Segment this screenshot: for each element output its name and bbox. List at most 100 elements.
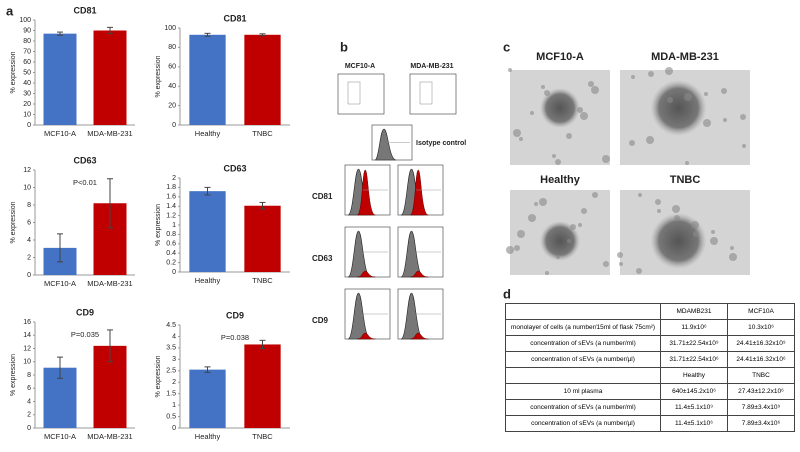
x-tick-label: Healthy: [195, 129, 221, 138]
error-bar: [57, 31, 63, 36]
x-tick-label: Healthy: [195, 276, 221, 285]
y-tick-label: 1: [172, 222, 176, 229]
y-axis-label: % expression: [10, 51, 17, 93]
table-row: monolayer of cells (a number/15ml of fla…: [505, 319, 795, 336]
x-tick-label: TNBC: [252, 276, 273, 285]
speck: [638, 193, 642, 197]
y-tick-label: 80: [23, 38, 31, 45]
speck: [578, 223, 582, 227]
panel-label: b: [340, 39, 348, 54]
y-tick-label: 3.5: [166, 345, 176, 352]
column-header: TNBC: [727, 367, 795, 384]
y-tick-label: 0: [172, 269, 176, 276]
table-cell: 31.71±22.54x10⁶: [660, 351, 728, 368]
y-axis-label: % expression: [10, 354, 17, 396]
speck: [636, 268, 642, 274]
y-tick-label: 6: [27, 385, 31, 392]
speck: [555, 159, 561, 165]
speck: [691, 221, 699, 229]
speck: [581, 208, 587, 214]
gate: [419, 81, 433, 105]
x-tick-label: MDA-MB-231: [87, 279, 132, 288]
bar: [244, 34, 281, 125]
y-axis-label: % expression: [155, 55, 162, 97]
speck: [674, 215, 680, 221]
speck: [566, 133, 572, 139]
y-tick-label: 80: [168, 44, 176, 51]
tem-label: Healthy: [540, 174, 581, 186]
flow-column-label: MCF10-A: [345, 63, 375, 70]
table-cell: 31.71±22.54x10⁹: [660, 335, 728, 352]
y-tick-label: 1.8: [166, 184, 176, 191]
speck: [667, 97, 673, 103]
chart-title: CD81: [73, 5, 96, 15]
y-tick-label: 2: [27, 254, 31, 261]
y-tick-label: 0.2: [166, 259, 176, 266]
x-tick-label: MCF10-A: [44, 432, 76, 441]
y-tick-label: 1.6: [166, 194, 176, 201]
y-tick-label: 2: [27, 412, 31, 419]
annotation: P=0.038: [221, 333, 249, 342]
annotation: P<0.01: [73, 178, 97, 187]
marker-peak: [357, 332, 376, 340]
speck: [519, 137, 523, 141]
speck: [591, 86, 599, 94]
flow-column-label: MDA-MB-231: [410, 63, 453, 70]
y-tick-label: 1: [172, 402, 176, 409]
y-tick-label: 0: [27, 122, 31, 129]
speck: [513, 129, 521, 137]
speck: [740, 114, 746, 120]
error-bar: [107, 329, 113, 363]
x-tick-label: TNBC: [252, 432, 273, 441]
speck: [672, 205, 680, 213]
vesicle: [540, 88, 580, 128]
speck: [508, 68, 512, 72]
y-tick-label: 90: [23, 27, 31, 34]
speck: [602, 155, 610, 163]
table-cell: 7.89±3.4x10⁶: [727, 415, 795, 432]
speck: [646, 136, 654, 144]
y-tick-label: 4.5: [166, 322, 176, 329]
y-tick-label: 0.8: [166, 231, 176, 238]
x-tick-label: Healthy: [195, 432, 221, 441]
marker-peak: [410, 332, 429, 340]
table-cell: 11.4±5.1x10⁶: [660, 415, 728, 432]
speck: [567, 239, 571, 243]
flow-row-label: CD9: [312, 316, 329, 325]
chart-title: CD63: [73, 155, 96, 165]
y-tick-label: 20: [23, 101, 31, 108]
speck: [528, 214, 536, 222]
table-cell: 7.89±3.4x10⁹: [727, 399, 795, 416]
tem-label: MDA-MB-231: [651, 51, 719, 63]
y-axis-label: % expression: [10, 201, 17, 243]
dot-plot: [337, 73, 385, 115]
speck: [721, 88, 727, 94]
y-tick-label: 0.6: [166, 241, 176, 248]
table-row: concentration of sEVs (a number/ml) 11.4±…: [505, 399, 795, 416]
speck: [617, 252, 623, 258]
data-table: MDAMB231 MCF10A monolayer of cells (a numb…: [505, 303, 795, 432]
y-tick-label: 12: [23, 345, 31, 352]
blank-cell: [505, 303, 661, 320]
annotation: P=0.035: [71, 330, 99, 339]
y-axis-label: % expression: [155, 355, 162, 397]
isotype-label: Isotype control: [416, 140, 466, 147]
y-tick-label: 14: [23, 332, 31, 339]
y-tick-label: 70: [23, 48, 31, 55]
vesicle: [650, 213, 707, 269]
bar: [244, 344, 281, 428]
speck: [506, 246, 514, 254]
y-tick-label: 4: [172, 333, 176, 340]
speck: [517, 230, 525, 238]
speck: [592, 192, 598, 198]
y-tick-label: 60: [168, 64, 176, 71]
vesicle: [540, 221, 580, 261]
speck: [577, 107, 583, 113]
y-tick-label: 100: [19, 17, 31, 24]
y-tick-label: 1.2: [166, 212, 176, 219]
table-row: concentration of sEVs (a number/µl) 11.4±…: [505, 415, 795, 432]
y-tick-label: 0: [172, 122, 176, 129]
header-row: Healthy TNBC: [505, 367, 795, 384]
y-tick-label: 6: [27, 219, 31, 226]
